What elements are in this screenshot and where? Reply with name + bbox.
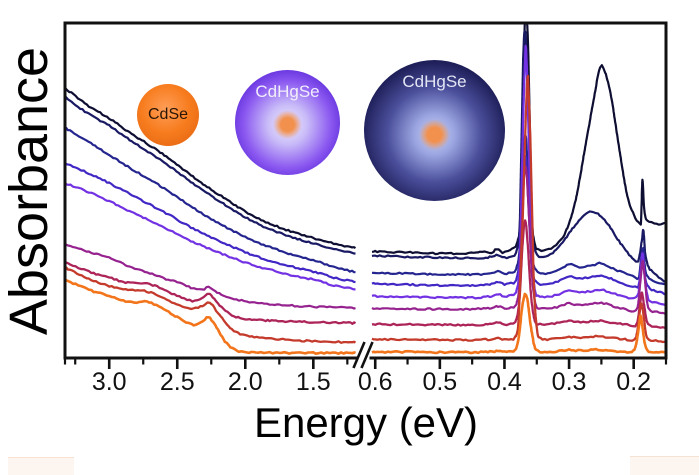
spectrum-05-right: [371, 44, 667, 307]
spectrum-06-left: [64, 242, 356, 310]
x-axis-label: Energy (eV): [253, 399, 479, 446]
page-edge-artifact-left: [8, 457, 74, 475]
inset-cdhgse-small-label: CdHgSe: [255, 82, 320, 101]
inset-cdse-label: CdSe: [147, 106, 189, 123]
inset-cdhgse-large-label: CdHgSe: [402, 72, 467, 91]
inset-cdhgse-small-nanocrystal: CdHgSe: [235, 70, 340, 175]
spectrum-07-left: [64, 261, 357, 325]
spectrum-09-left: [64, 278, 357, 355]
spectrum-03-left: [64, 126, 356, 274]
spectrum-06-right: [371, 165, 667, 316]
spectrum-04-left: [64, 162, 356, 284]
spectrum-09-right: [371, 292, 667, 355]
inset-cdhgse-large-nanocrystal: CdHgSe: [364, 60, 505, 201]
spectrum-02-left: [64, 95, 356, 255]
x-axis-ticks: [63, 359, 668, 369]
spectrum-08-left: [64, 266, 357, 344]
inset-cdse-nanocrystal: CdSe: [137, 84, 199, 146]
axis-break-mark: [352, 341, 374, 369]
y-axis-label: Absorbance: [0, 46, 59, 336]
spectrum-08-right: [371, 74, 667, 344]
spectra-curves: [64, 24, 667, 355]
axes-frame: [63, 21, 668, 360]
page-edge-artifact-right: [630, 456, 699, 475]
spectrum-01-left: [64, 86, 357, 250]
spectrum-03-right: [371, 134, 667, 286]
spectrum-07-right: [371, 219, 667, 330]
spectrum-05-left: [64, 182, 356, 291]
